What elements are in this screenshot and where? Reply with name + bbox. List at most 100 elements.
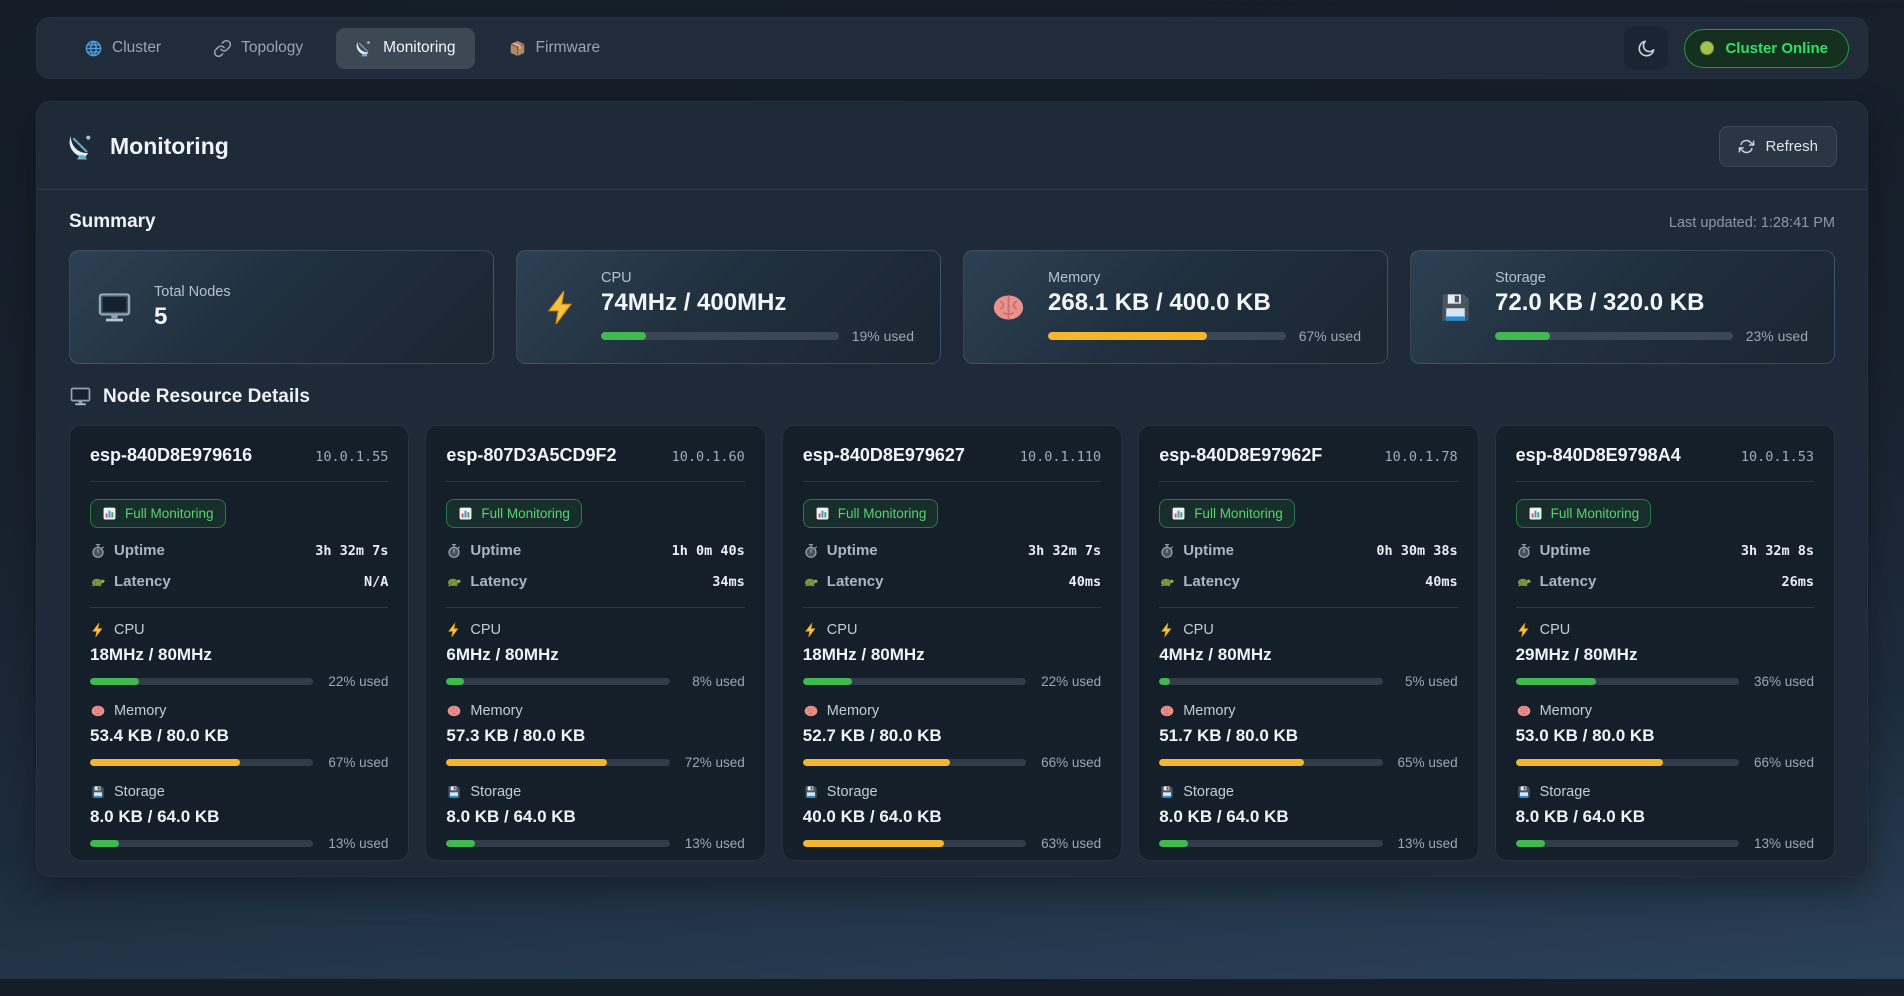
cpu-label: CPU [470, 622, 502, 638]
theme-toggle-button[interactable] [1624, 26, 1669, 70]
uptime-row: Uptime 3h 32m 7s [90, 542, 388, 559]
uptime-value: 3h 32m 7s [315, 542, 389, 559]
progress-track [1495, 332, 1733, 340]
storage-label: Storage [114, 784, 165, 800]
storage-label: Storage [1183, 784, 1234, 800]
cpu-value: 18MHz / 80MHz [802, 645, 925, 664]
nav-tab[interactable]: Firmware [489, 28, 620, 69]
cpu-resource: CPU 4MHz / 80MHz 5% used [1159, 622, 1458, 689]
memory-resource: Memory 53.0 KB / 80.0 KB 66% used [1515, 703, 1814, 770]
floppy-icon [1516, 784, 1532, 800]
progress-track [1159, 678, 1383, 685]
nav-tab[interactable]: Cluster [65, 28, 180, 69]
progress-track [601, 332, 839, 340]
lightning-icon [803, 622, 819, 638]
summary-card-value: 74MHz / 400MHz [601, 289, 787, 316]
progress-bar-row: 13% used [90, 836, 388, 851]
progress-fill [601, 332, 647, 340]
top-nav: Cluster Topology Monitoring Firmware [36, 17, 1868, 79]
memory-value: 51.7 KB / 80.0 KB [1159, 726, 1299, 745]
latency-label: Latency [1539, 573, 1597, 590]
latency-row: Latency N/A [90, 573, 389, 608]
monitor-icon [69, 385, 92, 408]
percent-used-label: 8% used [692, 674, 745, 689]
summary-section: Summary Last updated: 1:28:41 PM Total N… [37, 211, 1867, 364]
progress-fill [446, 759, 608, 766]
progress-track [90, 678, 314, 685]
summary-card-value: 5 [154, 302, 168, 330]
uptime-row: Uptime 3h 32m 7s [803, 542, 1101, 559]
page-title: Monitoring [67, 132, 229, 162]
summary-card-label: Storage [1495, 270, 1546, 286]
full-monitoring-badge: Full Monitoring [1515, 499, 1652, 528]
uptime-label: Uptime [1183, 542, 1235, 559]
uptime-value: 1h 0m 40s [671, 542, 745, 559]
latency-row: Latency 26ms [1515, 573, 1814, 608]
cpu-value: 18MHz / 80MHz [90, 645, 212, 664]
cluster-status-label: Cluster Online [1725, 39, 1828, 57]
page-title-text: Monitoring [110, 133, 229, 159]
storage-value: 8.0 KB / 64.0 KB [446, 807, 576, 826]
cpu-value: 29MHz / 80MHz [1515, 645, 1638, 664]
full-monitoring-badge-label: Full Monitoring [1550, 506, 1640, 521]
progress-track [446, 759, 670, 766]
chart-icon [102, 506, 117, 521]
memory-value: 53.4 KB / 80.0 KB [90, 726, 229, 745]
nav-tabs: Cluster Topology Monitoring Firmware [65, 27, 620, 69]
percent-used-label: 36% used [1753, 674, 1814, 689]
full-monitoring-badge-label: Full Monitoring [837, 506, 927, 521]
summary-card: CPU 74MHz / 400MHz 19% used [516, 250, 941, 364]
progress-track [1515, 840, 1739, 847]
progress-fill [1495, 332, 1550, 340]
progress-bar-row: 13% used [1159, 836, 1458, 851]
latency-row: Latency 40ms [802, 573, 1102, 608]
percent-used-label: 22% used [328, 674, 389, 689]
nav-tab[interactable]: Monitoring [336, 27, 475, 69]
percent-used-label: 67% used [328, 755, 389, 770]
latency-value: 40ms [1068, 573, 1102, 590]
progress-bar-row: 66% used [802, 755, 1102, 770]
refresh-button[interactable]: Refresh [1719, 126, 1837, 167]
uptime-label: Uptime [826, 542, 878, 559]
progress-fill [90, 840, 120, 847]
last-updated-text: Last updated: 1:28:41 PM [1668, 215, 1835, 231]
chart-icon [1528, 506, 1543, 521]
full-monitoring-badge: Full Monitoring [802, 499, 939, 528]
nav-right-controls: Cluster Online [1624, 26, 1849, 70]
monitoring-panel: Monitoring Refresh Summary Last updated:… [36, 101, 1868, 877]
latency-value: 34ms [712, 573, 745, 590]
percent-used-label: 67% used [1298, 328, 1361, 344]
progress-track [90, 840, 314, 847]
uptime-value: 3h 32m 8s [1740, 542, 1814, 559]
latency-value: N/A [364, 573, 389, 590]
percent-used-label: 5% used [1405, 674, 1458, 689]
node-card: esp-807D3A5CD9F2 10.0.1.60 Full Monitori… [425, 425, 766, 861]
full-monitoring-badge: Full Monitoring [446, 499, 582, 528]
progress-bar-row: 67% used [90, 755, 388, 770]
stopwatch-icon [1159, 543, 1175, 559]
summary-card-label: Total Nodes [154, 283, 231, 300]
brain-icon [990, 289, 1027, 326]
percent-used-label: 66% used [1041, 755, 1102, 770]
nav-tab[interactable]: Topology [194, 28, 322, 69]
full-monitoring-badge: Full Monitoring [1159, 499, 1295, 528]
progress-fill [1515, 840, 1545, 847]
node-card: esp-840D8E979616 10.0.1.55 Full Monitori… [69, 425, 410, 861]
nav-tab-label: Monitoring [383, 39, 456, 56]
floppy-icon [1159, 784, 1175, 800]
percent-used-label: 13% used [328, 836, 389, 851]
full-monitoring-badge-label: Full Monitoring [125, 506, 214, 521]
turtle-icon [90, 574, 106, 590]
percent-used-label: 66% used [1753, 755, 1814, 770]
lightning-icon [90, 622, 106, 638]
percent-used-label: 72% used [684, 755, 745, 770]
progress-fill [1159, 678, 1171, 685]
progress-fill [1515, 678, 1596, 685]
progress-fill [1159, 840, 1189, 847]
brain-icon [1516, 703, 1532, 719]
memory-resource: Memory 51.7 KB / 80.0 KB 65% used [1159, 703, 1458, 770]
node-ip: 10.0.1.78 [1384, 449, 1458, 465]
memory-value: 53.0 KB / 80.0 KB [1515, 726, 1655, 745]
stopwatch-icon [803, 543, 819, 559]
summary-card-value: 268.1 KB / 400.0 KB [1048, 289, 1271, 316]
